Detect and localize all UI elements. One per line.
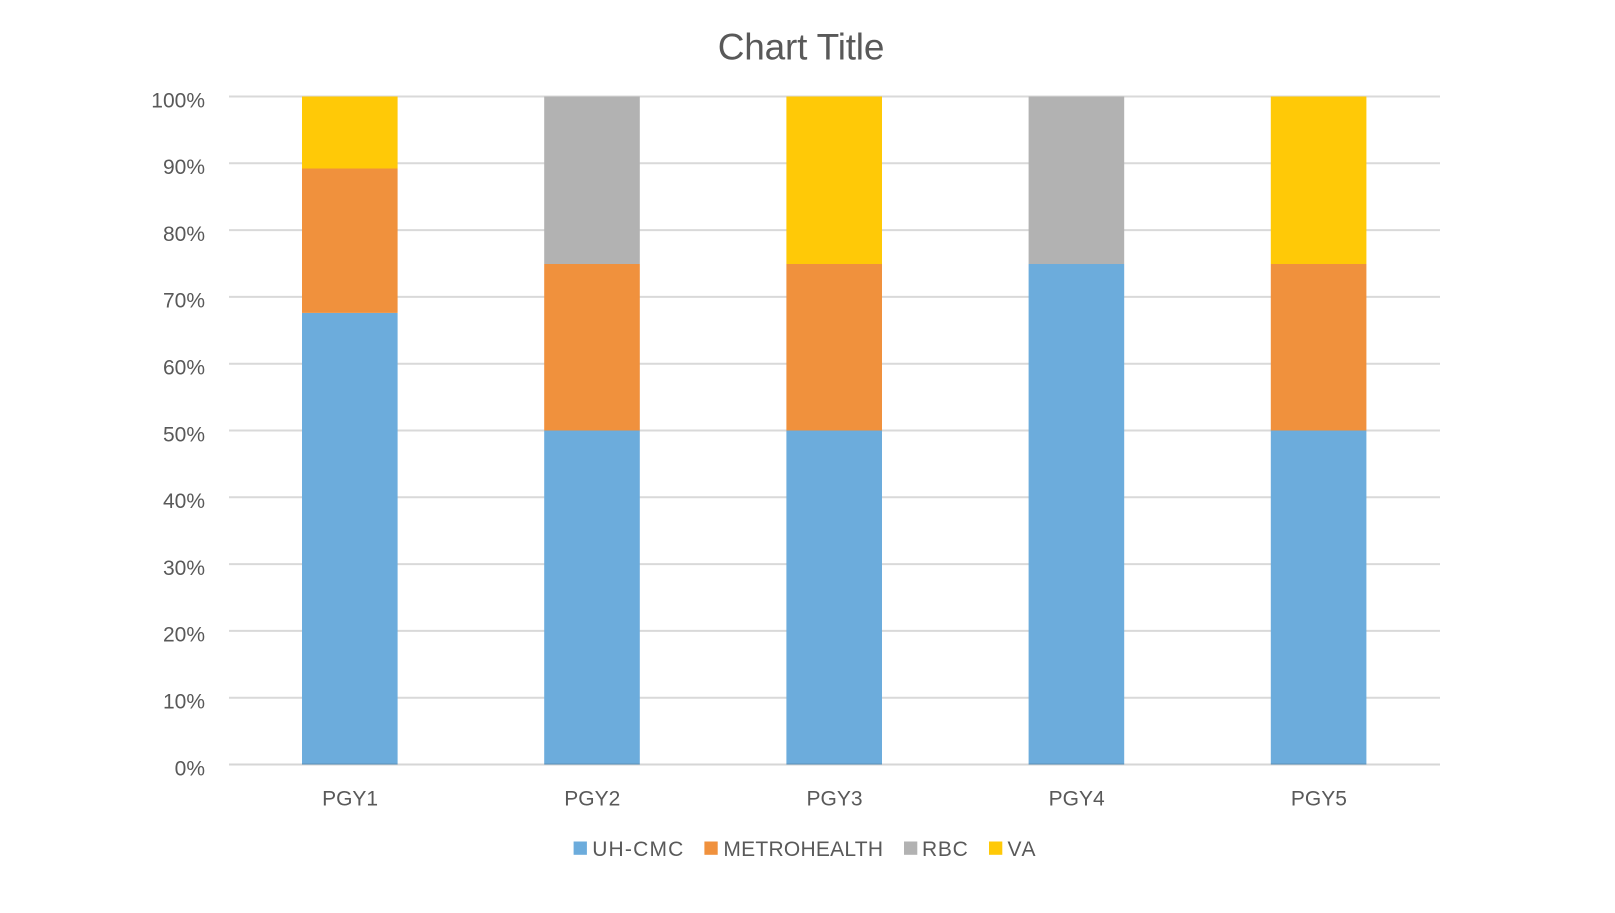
svg-text:PGY4: PGY4 <box>1049 788 1105 811</box>
svg-text:40%: 40% <box>163 490 205 513</box>
svg-text:PGY3: PGY3 <box>806 788 862 811</box>
svg-text:90%: 90% <box>163 156 205 179</box>
svg-text:Chart Title: Chart Title <box>718 27 884 68</box>
svg-text:METROHEALTH: METROHEALTH <box>723 838 883 861</box>
svg-text:70%: 70% <box>163 290 205 313</box>
svg-text:30%: 30% <box>163 557 205 580</box>
svg-text:100%: 100% <box>151 89 205 112</box>
svg-text:RBC: RBC <box>922 838 968 861</box>
svg-text:PGY5: PGY5 <box>1291 788 1347 811</box>
svg-text:60%: 60% <box>163 357 205 380</box>
svg-text:20%: 20% <box>163 624 205 647</box>
svg-text:80%: 80% <box>163 223 205 246</box>
svg-text:0%: 0% <box>175 757 205 780</box>
svg-text:VA: VA <box>1008 838 1037 861</box>
svg-text:UH-CMC: UH-CMC <box>592 838 684 861</box>
svg-text:50%: 50% <box>163 423 205 446</box>
svg-text:PGY1: PGY1 <box>322 788 378 811</box>
svg-text:PGY2: PGY2 <box>564 788 620 811</box>
svg-text:10%: 10% <box>163 691 205 714</box>
